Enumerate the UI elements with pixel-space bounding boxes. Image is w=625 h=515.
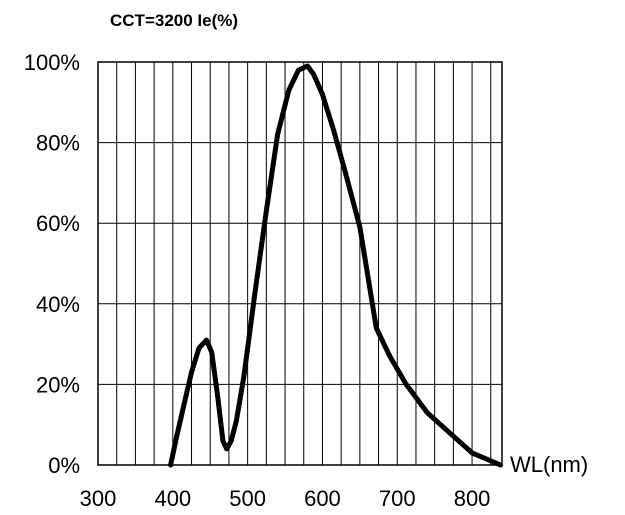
vertical-gridlines [116, 62, 492, 465]
spectral-curve-line [168, 63, 503, 468]
plot-frame [97, 61, 503, 466]
y-tick-label: 0% [48, 453, 80, 478]
x-tick-label: 300 [80, 486, 117, 511]
chart-title: CCT=3200 Ie(%) [110, 11, 238, 30]
x-tick-label: 500 [229, 486, 266, 511]
y-tick-label: 20% [36, 372, 80, 397]
y-tick-label: 40% [36, 292, 80, 317]
y-axis-tick-labels: 0% 20% 40% 60% 80% 100% [24, 50, 80, 478]
x-tick-label: 600 [304, 486, 341, 511]
y-tick-label: 60% [36, 211, 80, 236]
y-tick-label: 80% [36, 131, 80, 156]
y-tick-label: 100% [24, 50, 80, 75]
horizontal-gridlines [98, 142, 502, 385]
x-axis-tick-labels: 300 400 500 600 700 800 [80, 486, 491, 511]
x-tick-label: 800 [454, 486, 491, 511]
x-axis-label: WL(nm) [510, 452, 588, 477]
x-tick-label: 700 [379, 486, 416, 511]
x-tick-label: 400 [154, 486, 191, 511]
